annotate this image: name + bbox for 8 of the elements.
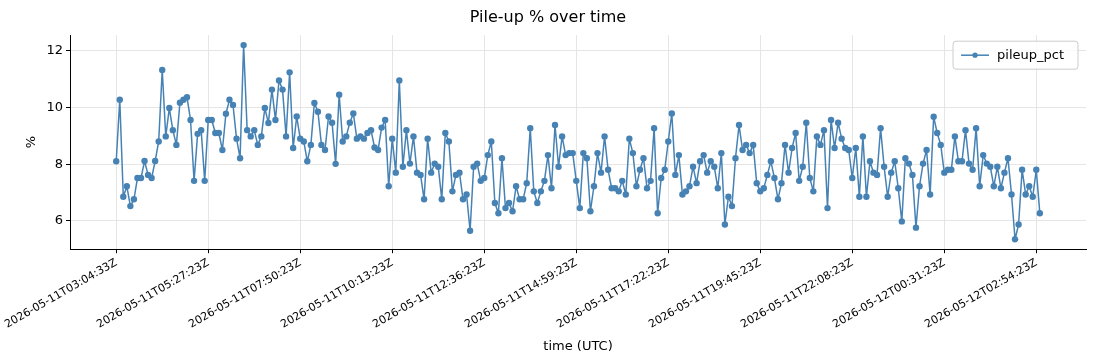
- y-axis-title: %: [23, 136, 39, 149]
- y-tick-label: 6: [54, 212, 64, 228]
- legend-label: pileup_pct: [997, 46, 1065, 62]
- x-axis-title: time (UTC): [543, 337, 613, 353]
- y-tick-label: 10: [46, 98, 64, 114]
- chart-title: Pile-up % over time: [469, 6, 627, 26]
- y-tick-label: 8: [54, 155, 64, 171]
- y-tick-label: 12: [46, 42, 64, 58]
